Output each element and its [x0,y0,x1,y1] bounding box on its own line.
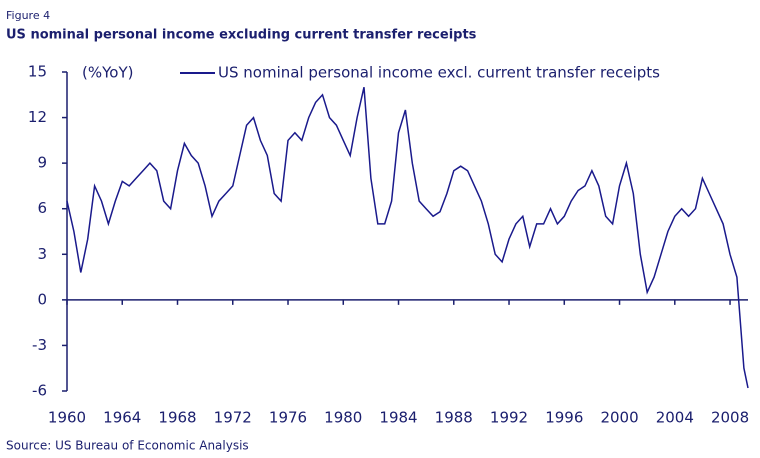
x-tick-label: 1996 [545,409,583,427]
x-tick-label: 1960 [48,409,86,427]
x-tick-label: 1964 [103,409,141,427]
data-line [66,87,749,389]
figure-label: Figure 4 [6,9,50,22]
y-tick-label: 3 [37,245,47,263]
x-tick-label: 1992 [490,409,528,427]
x-tick-label: 2004 [656,409,694,427]
x-tick-label: 1972 [214,409,252,427]
x-tick-label: 1984 [379,409,417,427]
x-tick-label: 2000 [600,409,638,427]
legend-label: US nominal personal income excl. current… [218,64,660,82]
y-tick-label: -3 [32,336,47,354]
x-tick-label: 1976 [269,409,307,427]
y-tick-label: -6 [32,382,47,400]
y-tick-label: 6 [37,199,47,217]
y-tick-label: 9 [37,154,47,172]
chart-title: US nominal personal income excluding cur… [6,28,477,43]
y-tick-label: 0 [37,290,47,308]
y-tick-label: 12 [28,108,47,126]
source: Source: US Bureau of Economic Analysis [6,439,249,453]
x-tick-label: 1968 [158,409,196,427]
x-tick-label: 2008 [711,409,749,427]
x-tick-label: 1980 [324,409,362,427]
x-tick-label: 1988 [435,409,473,427]
y-tick-label: 15 [28,63,47,81]
y-axis-label: (%YoY) [82,64,133,82]
